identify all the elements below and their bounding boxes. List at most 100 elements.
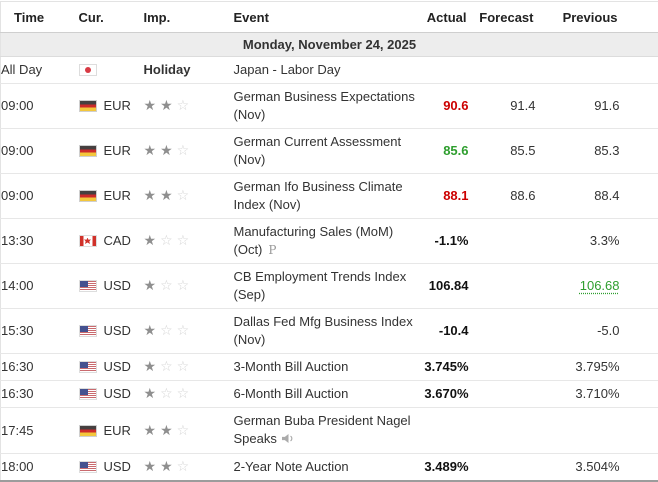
event-name[interactable]: German Business Expectations (Nov) (234, 84, 421, 129)
row-spacer (620, 381, 658, 408)
header-event: Event (234, 2, 421, 33)
event-time: 09:00 (1, 84, 79, 129)
date-label: Monday, November 24, 2025 (1, 33, 658, 57)
table-row: 16:30 USD ★☆☆ 3-Month Bill Auction 3.745… (1, 354, 658, 381)
previous-value: 91.6 (536, 84, 620, 129)
previous-value: -5.0 (536, 309, 620, 354)
star-empty-icon: ☆ (177, 143, 190, 159)
row-spacer (620, 354, 658, 381)
actual-value: 106.84 (421, 264, 469, 309)
previous-value[interactable]: 106.68 (536, 264, 620, 309)
previous-value: 3.795% (536, 354, 620, 381)
importance-cell: ★☆☆ (144, 309, 234, 354)
row-spacer (620, 129, 658, 174)
currency-code: EUR (104, 143, 131, 158)
usa-flag-icon (79, 361, 97, 373)
currency-cell: EUR (79, 174, 144, 219)
table-row: 09:00 EUR ★★☆ German Business Expectatio… (1, 84, 658, 129)
event-time: 15:30 (1, 309, 79, 354)
currency-cell: USD (79, 309, 144, 354)
star-filled-icon: ★ (144, 98, 157, 114)
event-time: 17:45 (1, 408, 79, 454)
forecast-value (469, 57, 536, 84)
event-time: 14:00 (1, 264, 79, 309)
event-time: 13:30 (1, 219, 79, 264)
actual-value: -1.1% (421, 219, 469, 264)
currency-cell: USD (79, 381, 144, 408)
actual-value: 3.745% (421, 354, 469, 381)
row-spacer (620, 174, 658, 219)
event-name[interactable]: 3-Month Bill Auction (234, 354, 421, 381)
row-spacer (620, 264, 658, 309)
star-filled-icon: ★ (144, 386, 157, 402)
star-empty-icon: ☆ (160, 359, 173, 375)
header-actual: Actual (421, 2, 469, 33)
forecast-value (469, 381, 536, 408)
canada-flag-icon (79, 235, 97, 247)
event-name[interactable]: German Current Assessment (Nov) (234, 129, 421, 174)
usa-flag-icon (79, 461, 97, 473)
star-empty-icon: ☆ (177, 459, 190, 475)
actual-value (421, 57, 469, 84)
row-spacer (620, 454, 658, 482)
star-empty-icon: ☆ (160, 386, 173, 402)
star-empty-icon: ☆ (160, 323, 173, 339)
event-name[interactable]: 2-Year Note Auction (234, 454, 421, 482)
importance-cell: ★★☆ (144, 84, 234, 129)
star-filled-icon: ★ (144, 323, 157, 339)
actual-value (421, 408, 469, 454)
star-filled-icon: ★ (144, 278, 157, 294)
star-empty-icon: ☆ (177, 323, 190, 339)
star-empty-icon: ☆ (177, 278, 190, 294)
importance-cell: ★☆☆ (144, 219, 234, 264)
forecast-value (469, 454, 536, 482)
table-row: 15:30 USD ★☆☆ Dallas Fed Mfg Business In… (1, 309, 658, 354)
event-name[interactable]: German Ifo Business Climate Index (Nov) (234, 174, 421, 219)
table-row: All Day Holiday Japan - Labor Day (1, 57, 658, 84)
importance-cell: ★☆☆ (144, 354, 234, 381)
forecast-value (469, 354, 536, 381)
actual-value: 85.6 (421, 129, 469, 174)
star-empty-icon: ☆ (177, 423, 190, 439)
currency-cell: EUR (79, 84, 144, 129)
currency-code: EUR (104, 98, 131, 113)
star-empty-icon: ☆ (177, 188, 190, 204)
currency-code: USD (104, 323, 131, 338)
table-row: 16:30 USD ★☆☆ 6-Month Bill Auction 3.670… (1, 381, 658, 408)
star-filled-icon: ★ (144, 359, 157, 375)
event-name[interactable]: Japan - Labor Day (234, 57, 421, 84)
star-filled-icon: ★ (160, 459, 173, 475)
star-empty-icon: ☆ (177, 359, 190, 375)
currency-cell: USD (79, 354, 144, 381)
table-row: 09:00 EUR ★★☆ German Ifo Business Climat… (1, 174, 658, 219)
previous-value: 3.710% (536, 381, 620, 408)
germany-flag-icon (79, 190, 97, 202)
header-previous: Previous (536, 2, 620, 33)
currency-cell: EUR (79, 408, 144, 454)
currency-cell (79, 57, 144, 84)
event-time: 18:00 (1, 454, 79, 482)
previous-value: 3.504% (536, 454, 620, 482)
date-row: Monday, November 24, 2025 (1, 33, 658, 57)
currency-cell: EUR (79, 129, 144, 174)
preliminary-release-icon: P (268, 243, 276, 257)
event-name[interactable]: 6-Month Bill Auction (234, 381, 421, 408)
event-time: All Day (1, 57, 79, 84)
event-time: 16:30 (1, 354, 79, 381)
header-spacer (620, 2, 658, 33)
event-name[interactable]: Manufacturing Sales (MoM) (Oct)P (234, 219, 421, 264)
star-filled-icon: ★ (144, 188, 157, 204)
event-name[interactable]: Dallas Fed Mfg Business Index (Nov) (234, 309, 421, 354)
table-row: 17:45 EUR ★★☆ German Buba President Nage… (1, 408, 658, 454)
forecast-value: 85.5 (469, 129, 536, 174)
star-filled-icon: ★ (160, 423, 173, 439)
event-name[interactable]: CB Employment Trends Index (Sep) (234, 264, 421, 309)
forecast-value: 91.4 (469, 84, 536, 129)
germany-flag-icon (79, 100, 97, 112)
event-time: 09:00 (1, 174, 79, 219)
event-name[interactable]: German Buba President Nagel Speaks (234, 408, 421, 454)
row-spacer (620, 84, 658, 129)
forecast-value (469, 264, 536, 309)
actual-value: 90.6 (421, 84, 469, 129)
